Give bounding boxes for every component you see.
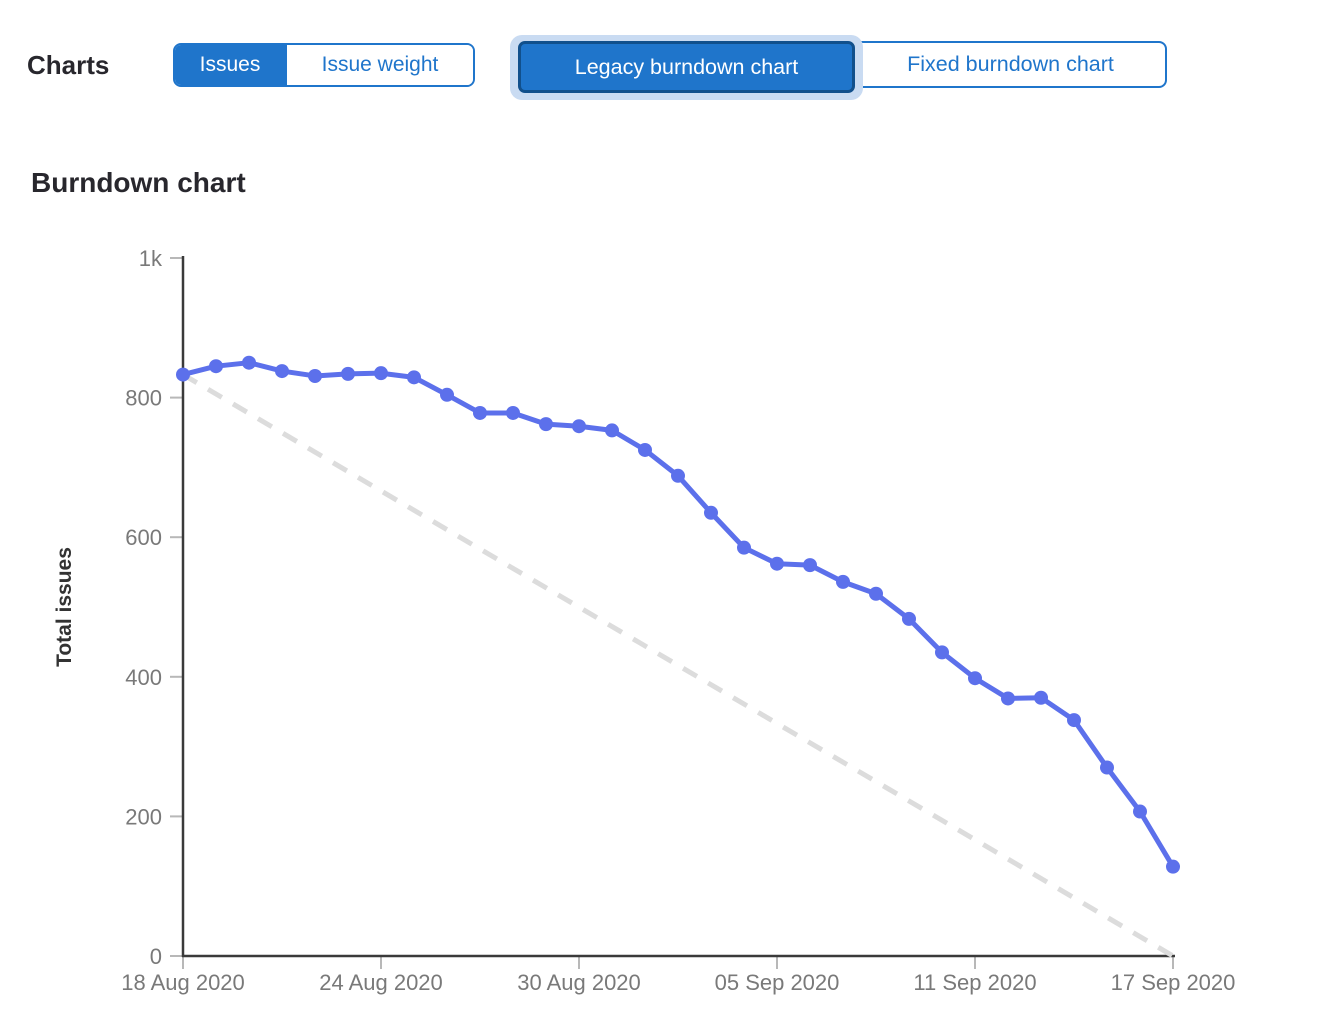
data-point[interactable] <box>1034 690 1048 705</box>
data-point[interactable] <box>605 423 619 438</box>
data-point[interactable] <box>341 366 355 381</box>
data-point[interactable] <box>1166 859 1180 874</box>
y-axis-tick-label: 200 <box>125 804 162 829</box>
data-point[interactable] <box>473 405 487 420</box>
charts-label: Charts <box>27 50 110 80</box>
issue-type-toggle: Issues Issue weight <box>173 43 475 87</box>
data-point[interactable] <box>275 364 289 379</box>
data-point[interactable] <box>935 645 949 660</box>
data-point[interactable] <box>506 405 520 420</box>
y-axis-tick-label: 0 <box>150 944 162 969</box>
data-point[interactable] <box>1100 760 1114 775</box>
data-point[interactable] <box>242 355 256 370</box>
data-point[interactable] <box>737 540 751 555</box>
x-axis-tick-label: 18 Aug 2020 <box>121 970 245 995</box>
data-point[interactable] <box>209 359 223 374</box>
y-axis-tick-label: 600 <box>125 525 162 550</box>
data-point[interactable] <box>869 586 883 601</box>
x-axis-tick-label: 24 Aug 2020 <box>319 970 443 995</box>
data-point[interactable] <box>176 367 190 382</box>
data-point[interactable] <box>374 366 388 381</box>
data-point[interactable] <box>440 387 454 402</box>
fixed-burndown-chart-button[interactable]: Fixed burndown chart <box>854 41 1167 88</box>
data-point[interactable] <box>539 417 553 432</box>
data-point[interactable] <box>836 574 850 589</box>
page-title: Burndown chart <box>31 167 246 198</box>
data-point[interactable] <box>671 468 685 483</box>
y-axis-tick-label: 400 <box>125 665 162 690</box>
data-point[interactable] <box>704 505 718 520</box>
data-point[interactable] <box>1001 691 1015 706</box>
y-axis-tick-label: 800 <box>125 386 162 411</box>
legacy-burndown-chart-button[interactable]: Legacy burndown chart <box>518 41 855 93</box>
data-point[interactable] <box>770 556 784 571</box>
x-axis-tick-label: 11 Sep 2020 <box>913 970 1036 995</box>
issues-toggle-button[interactable]: Issues <box>175 45 285 85</box>
issue-weight-toggle-button[interactable]: Issue weight <box>285 45 473 85</box>
data-point[interactable] <box>308 368 322 383</box>
data-point[interactable] <box>572 419 586 434</box>
x-axis-tick-label: 17 Sep 2020 <box>1111 970 1236 995</box>
data-point[interactable] <box>902 611 916 626</box>
data-point[interactable] <box>1067 713 1081 728</box>
x-axis-tick-label: 30 Aug 2020 <box>517 970 641 995</box>
guideline-dashed-line <box>181 372 1175 959</box>
x-axis-tick-label: 05 Sep 2020 <box>715 970 840 995</box>
y-axis-tick-label: 1k <box>139 246 163 271</box>
data-point[interactable] <box>803 558 817 573</box>
y-axis-title: Total issues <box>53 547 76 667</box>
data-point[interactable] <box>407 370 421 385</box>
data-point[interactable] <box>638 442 652 457</box>
issues-series-line <box>180 360 1176 870</box>
data-point[interactable] <box>968 671 982 686</box>
data-point[interactable] <box>1133 804 1147 819</box>
